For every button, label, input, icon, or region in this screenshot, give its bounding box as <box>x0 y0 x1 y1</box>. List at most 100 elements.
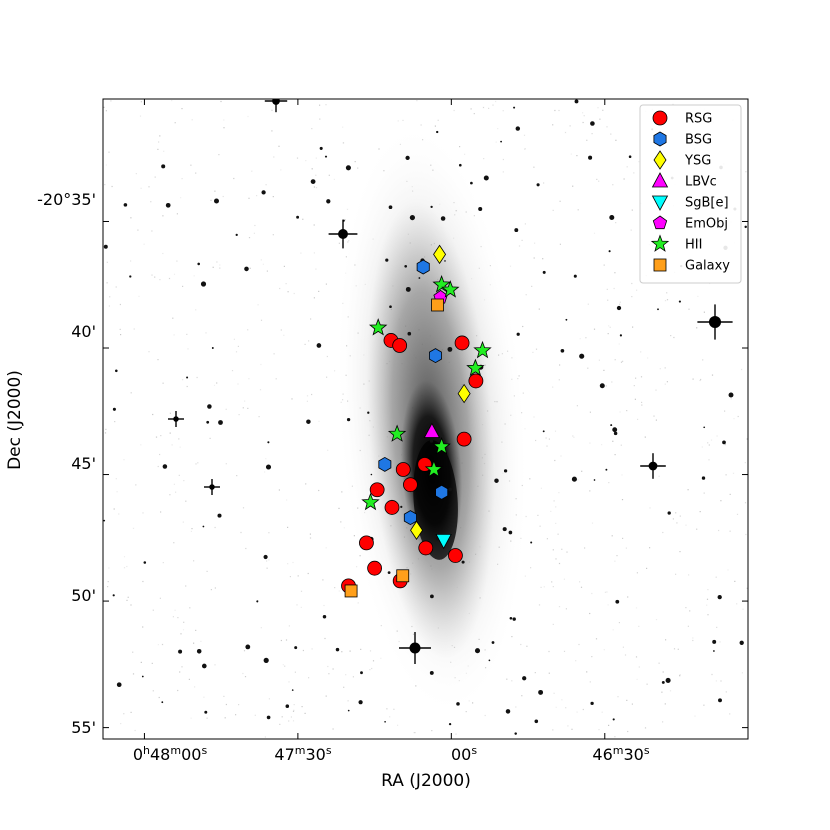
noise-speck <box>173 334 175 336</box>
noise-speck <box>152 609 154 611</box>
noise-speck <box>214 190 216 192</box>
noise-speck <box>268 698 270 700</box>
noise-speck <box>724 410 726 412</box>
noise-speck <box>142 580 144 583</box>
noise-speck <box>213 384 216 386</box>
noise-speck <box>591 133 593 135</box>
noise-speck <box>301 706 303 708</box>
data-point <box>423 422 441 438</box>
noise-speck <box>736 513 739 515</box>
noise-speck <box>413 732 415 734</box>
noise-speck <box>655 389 657 391</box>
noise-speck <box>598 729 600 731</box>
data-point <box>395 462 411 477</box>
noise-speck <box>268 559 270 561</box>
noise-speck <box>482 106 485 109</box>
noise-speck <box>742 608 744 610</box>
noise-speck <box>746 587 748 589</box>
noise-speck <box>206 570 208 572</box>
noise-speck <box>119 328 121 330</box>
x-tick-label: 0h48m00s <box>133 744 208 765</box>
noise-speck <box>675 512 677 514</box>
noise-speck <box>741 368 743 371</box>
noise-speck <box>459 146 461 148</box>
noise-speck <box>271 109 273 111</box>
noise-speck <box>692 637 694 639</box>
noise-speck <box>308 340 310 342</box>
noise-speck <box>601 444 603 446</box>
noise-speck <box>558 109 560 112</box>
noise-speck <box>304 343 306 345</box>
field-star <box>447 346 453 352</box>
series-lbvc <box>423 422 441 438</box>
noise-speck <box>243 650 246 652</box>
legend-items: RSG BSG YSG LBVc SgB[e] EmObj HII Galaxy <box>650 110 730 274</box>
data-point <box>378 456 392 472</box>
noise-speck <box>300 590 303 592</box>
noise-speck <box>191 119 193 121</box>
y-axis-label: Dec (J2000) <box>5 370 25 470</box>
noise-speck <box>573 436 575 438</box>
noise-speck <box>343 142 345 144</box>
noise-speck <box>104 432 107 434</box>
field-star <box>263 657 269 664</box>
noise-speck <box>223 127 225 129</box>
noise-speck <box>635 377 637 379</box>
noise-speck <box>268 532 270 534</box>
noise-speck <box>161 643 164 646</box>
field-star <box>347 709 350 712</box>
noise-speck <box>222 195 224 198</box>
field-star <box>503 469 508 473</box>
noise-speck <box>288 625 290 627</box>
noise-speck <box>638 666 640 668</box>
noise-speck <box>506 678 508 680</box>
noise-speck <box>172 317 174 319</box>
noise-speck <box>624 654 627 656</box>
noise-speck <box>635 607 638 609</box>
noise-speck <box>621 474 623 476</box>
noise-speck <box>598 359 600 361</box>
noise-speck <box>711 374 714 376</box>
field-star <box>294 646 298 650</box>
noise-speck <box>603 369 605 371</box>
noise-speck <box>289 576 291 578</box>
noise-speck <box>328 673 330 675</box>
x-tick-label: 47m30s <box>274 744 331 765</box>
noise-speck <box>159 597 161 599</box>
noise-speck <box>352 676 354 678</box>
noise-speck <box>737 415 739 418</box>
noise-speck <box>332 668 334 670</box>
field-star <box>235 233 238 237</box>
noise-speck <box>658 475 660 477</box>
noise-speck <box>530 567 532 569</box>
legend-entry: EmObj <box>652 215 728 232</box>
noise-speck <box>679 675 681 677</box>
noise-speck <box>561 548 563 550</box>
noise-speck <box>357 167 359 169</box>
noise-speck <box>107 586 109 588</box>
field-star <box>573 274 577 278</box>
noise-speck <box>279 287 281 290</box>
noise-speck <box>617 696 619 698</box>
noise-speck <box>646 683 648 685</box>
noise-speck <box>720 680 722 682</box>
noise-speck <box>264 736 266 738</box>
noise-speck <box>210 199 212 201</box>
noise-speck <box>327 665 329 668</box>
noise-speck <box>734 580 736 582</box>
noise-speck <box>231 370 234 372</box>
field-star <box>141 675 144 678</box>
field-star <box>500 140 502 143</box>
noise-speck <box>577 209 579 211</box>
noise-speck <box>273 353 275 355</box>
noise-speck <box>296 157 299 159</box>
data-point <box>344 584 358 598</box>
noise-speck <box>140 101 142 103</box>
field-star <box>387 571 391 574</box>
noise-speck <box>130 392 132 394</box>
noise-speck <box>644 727 647 729</box>
noise-speck <box>354 161 356 163</box>
legend-label: BSG <box>685 133 712 148</box>
field-star <box>718 698 722 703</box>
y-tick-label: -20°35' <box>37 190 96 209</box>
